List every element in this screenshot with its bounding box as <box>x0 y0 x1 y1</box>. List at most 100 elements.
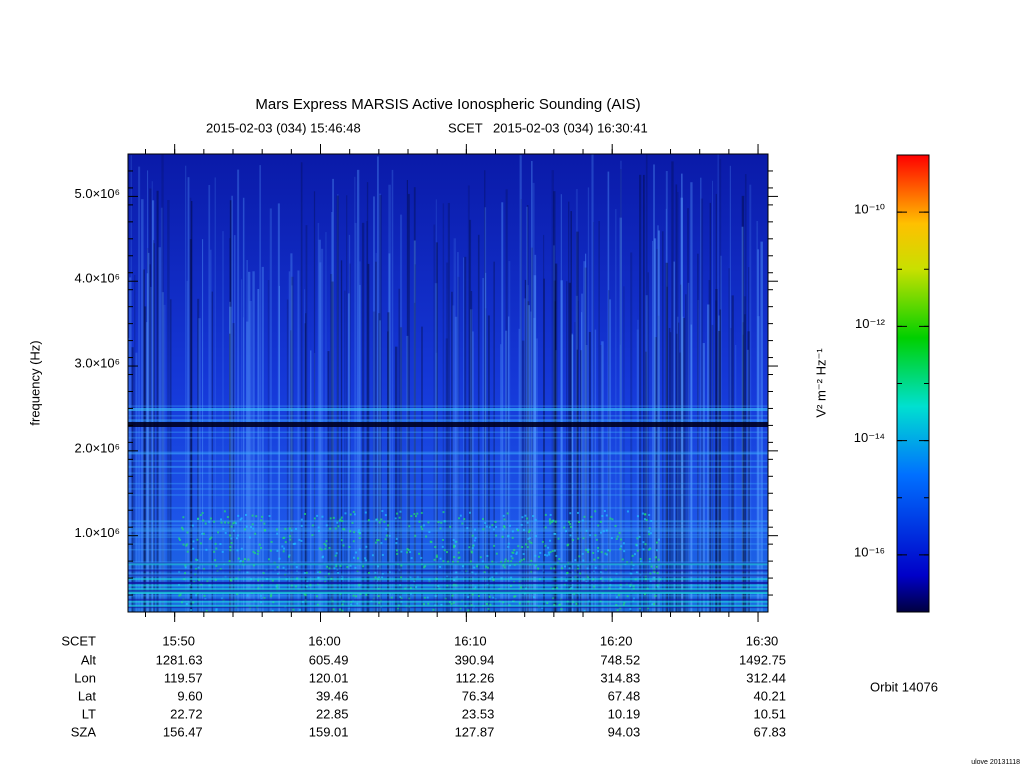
ephemeris-label: SZA <box>71 724 97 739</box>
texture-dot <box>491 560 494 563</box>
subtitle-end: 2015-02-03 (034) 16:30:41 <box>493 120 648 135</box>
texture-dot <box>371 554 374 557</box>
texture-dot <box>589 534 592 537</box>
texture-stripe <box>501 202 504 612</box>
texture-dot <box>626 510 629 513</box>
texture-dot <box>618 531 621 534</box>
texture-stripe <box>584 267 587 612</box>
texture-dot <box>313 517 316 520</box>
texture-dot <box>351 521 354 524</box>
texture-dot <box>581 519 584 522</box>
texture-band <box>128 528 768 531</box>
texture-dot <box>244 513 247 516</box>
texture-stripe <box>575 295 578 612</box>
texture-dot <box>244 528 247 531</box>
texture-dot <box>224 531 227 534</box>
texture-stripe <box>130 155 132 612</box>
texture-dot <box>474 528 477 531</box>
texture-band <box>128 451 768 454</box>
texture-band <box>128 527 768 529</box>
texture-dot <box>626 561 629 564</box>
texture-dot <box>544 513 547 516</box>
texture-band <box>128 452 768 455</box>
texture-dot <box>506 560 509 563</box>
texture-stripe <box>150 286 152 612</box>
texture-dot <box>364 557 367 560</box>
texture-dot <box>254 532 257 535</box>
texture-dot <box>185 544 188 547</box>
texture-stripe <box>261 266 264 612</box>
x-axis-label: SCET <box>61 633 96 648</box>
texture-dot <box>594 566 597 569</box>
texture-dot <box>482 528 485 531</box>
texture-dot <box>365 593 368 596</box>
spectrogram-background <box>128 154 768 612</box>
texture-dot <box>342 544 345 547</box>
texture-dot <box>461 565 464 568</box>
texture-dot <box>493 544 496 547</box>
texture-stripe <box>585 253 587 612</box>
texture-dot <box>587 548 590 551</box>
texture-dot <box>178 537 181 540</box>
texture-dot <box>304 593 307 596</box>
texture-dot <box>483 570 486 573</box>
texture-stripe <box>743 296 746 612</box>
texture-dot <box>262 572 265 575</box>
texture-dot <box>294 585 297 588</box>
texture-dot <box>395 549 398 552</box>
texture-dot <box>349 530 352 533</box>
texture-dot <box>650 565 653 568</box>
texture-dot <box>615 596 618 599</box>
texture-stripe <box>372 311 376 612</box>
texture-dot <box>459 514 462 517</box>
texture-dot <box>553 532 556 535</box>
texture-stripe <box>163 304 166 612</box>
texture-dot <box>561 567 564 570</box>
texture-dot <box>195 558 198 561</box>
ephemeris-value: 40.21 <box>753 688 786 703</box>
ephemeris-value: 112.26 <box>456 670 495 685</box>
texture-stripe <box>297 270 300 612</box>
texture-dot <box>641 512 644 515</box>
texture-stripe <box>190 200 193 612</box>
texture-dot <box>240 547 243 550</box>
texture-dot <box>420 525 423 528</box>
texture-dot <box>630 572 633 575</box>
ephemeris-value: 156.47 <box>163 724 203 739</box>
texture-dot <box>522 553 525 556</box>
texture-dot <box>260 594 263 597</box>
ephemeris-value: 1281.63 <box>156 652 203 667</box>
texture-stripe <box>472 331 474 612</box>
texture-stripe <box>484 308 487 612</box>
texture-dot <box>506 512 509 515</box>
texture-dot <box>323 542 326 545</box>
x-tick-label: 16:20 <box>600 633 633 648</box>
texture-dot <box>328 567 331 570</box>
texture-band <box>128 408 768 411</box>
texture-stripe <box>620 169 622 612</box>
texture-stripe <box>248 271 251 612</box>
texture-stripe <box>445 338 448 612</box>
texture-dot <box>352 540 355 543</box>
texture-stripe <box>619 217 622 612</box>
texture-dot <box>240 517 243 520</box>
colorbar-tick-label: 10⁻¹⁴ <box>854 430 885 445</box>
texture-dot <box>648 557 651 560</box>
texture-dot <box>387 524 390 527</box>
texture-dot <box>605 514 608 517</box>
texture-stripe <box>637 319 639 612</box>
texture-dot <box>400 564 403 567</box>
texture-dot <box>341 603 344 606</box>
texture-dot <box>599 570 602 573</box>
texture-stripe <box>435 352 438 612</box>
texture-dot <box>208 520 211 523</box>
texture-stripe <box>520 198 522 612</box>
texture-stripe <box>187 177 190 612</box>
texture-stripe <box>568 201 570 612</box>
ephemeris-label: Lat <box>78 688 96 703</box>
texture-dot <box>564 565 567 568</box>
texture-dot <box>503 561 506 564</box>
texture-dot <box>334 554 337 557</box>
texture-dot <box>537 568 540 571</box>
texture-dot <box>340 516 343 519</box>
